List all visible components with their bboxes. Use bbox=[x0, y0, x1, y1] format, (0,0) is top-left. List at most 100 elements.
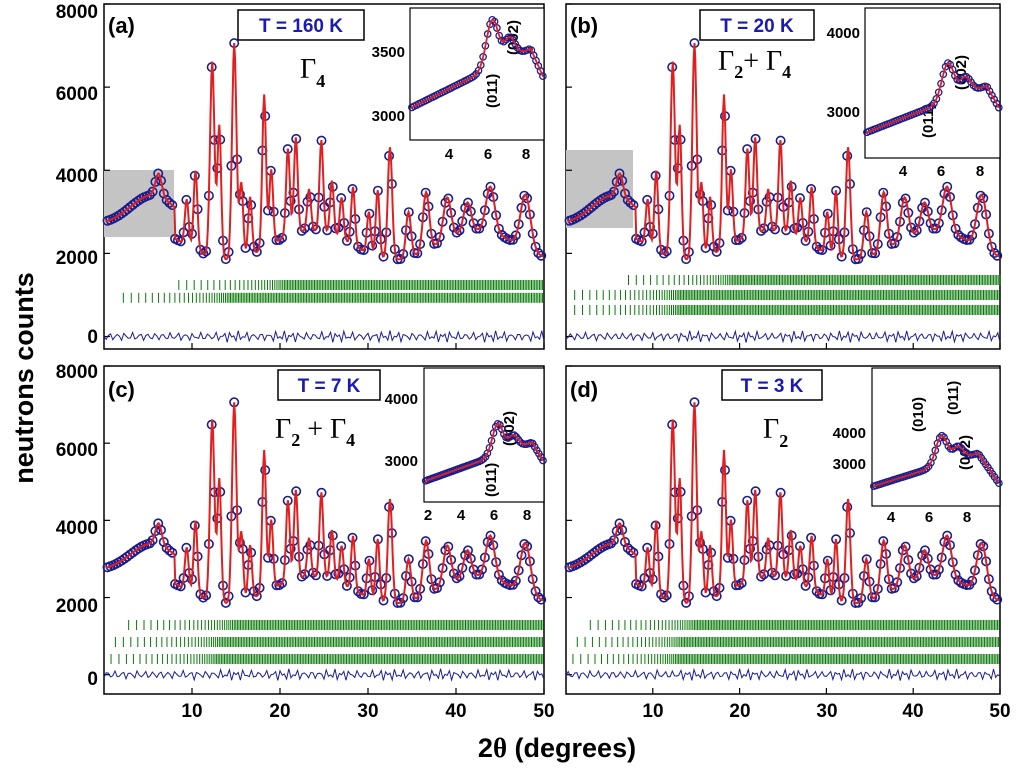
inset-xtick-label: 6 bbox=[490, 507, 498, 524]
inset-xtick-label: 4 bbox=[445, 146, 454, 163]
observed-point bbox=[310, 224, 321, 235]
observed-point bbox=[296, 225, 307, 236]
inset-xtick-label: 4 bbox=[899, 163, 908, 180]
difference-line bbox=[103, 329, 545, 344]
panel-b-temperature: T = 20 K bbox=[720, 16, 794, 37]
inset-observed-point bbox=[499, 37, 508, 46]
inset-xtick-label: 6 bbox=[925, 509, 933, 526]
inset-ytick-label: 3000 bbox=[833, 456, 866, 473]
calculated-line bbox=[105, 402, 544, 605]
observed-point bbox=[451, 573, 462, 584]
panel-plot-d bbox=[564, 365, 1003, 694]
observed-point bbox=[817, 589, 828, 600]
observed-point bbox=[274, 235, 285, 246]
observed-point bbox=[908, 573, 919, 584]
observed-point bbox=[950, 223, 961, 234]
observed-point bbox=[733, 580, 744, 591]
panel-c-frame bbox=[103, 365, 545, 695]
ytick-label: 0 bbox=[87, 327, 98, 348]
observed-point bbox=[975, 538, 986, 549]
ytick-label: 2000 bbox=[56, 596, 98, 617]
observed-point bbox=[533, 592, 544, 603]
inset-observed-point bbox=[938, 431, 946, 440]
observed-point bbox=[443, 193, 454, 204]
observed-point bbox=[378, 595, 389, 606]
observed-point bbox=[636, 236, 647, 247]
observed-point bbox=[485, 181, 496, 192]
observed-point bbox=[836, 251, 847, 262]
inset-observed-point bbox=[931, 446, 940, 455]
observed-point bbox=[942, 530, 953, 541]
observed-point bbox=[533, 248, 544, 259]
inset-observed-point bbox=[470, 72, 478, 80]
observed-point bbox=[167, 200, 178, 211]
observed-point bbox=[919, 197, 930, 208]
ytick-label: 8000 bbox=[56, 362, 98, 383]
observed-point bbox=[628, 200, 639, 211]
observed-point bbox=[628, 547, 639, 558]
observed-point bbox=[608, 186, 619, 197]
observed-point bbox=[769, 224, 780, 235]
observed-point bbox=[476, 564, 487, 575]
inset-annotation: (011) bbox=[945, 381, 962, 415]
inset-xtick-label: 4 bbox=[457, 507, 466, 524]
zoom-region bbox=[104, 170, 174, 237]
inset-observed-point bbox=[493, 24, 501, 32]
observed-point bbox=[950, 569, 961, 580]
ytick-label: 8000 bbox=[56, 2, 98, 23]
observed-point bbox=[711, 246, 722, 257]
calculated-line bbox=[567, 43, 1000, 261]
panel-b-temp-box bbox=[699, 9, 815, 41]
inset-observed-point bbox=[992, 99, 1001, 108]
observed-point bbox=[967, 230, 978, 241]
observed-point bbox=[967, 575, 978, 586]
observed-point bbox=[175, 581, 186, 592]
inset-ytick-label: 4000 bbox=[827, 25, 860, 42]
ytick-label: 0 bbox=[87, 669, 98, 690]
inset-observed-point bbox=[994, 103, 1003, 112]
observed-point bbox=[277, 578, 288, 589]
panel-c-temp-box bbox=[277, 369, 381, 401]
inset-observed-point bbox=[929, 453, 937, 462]
xtick-label: 50 bbox=[989, 701, 1010, 722]
panel-a-irrep: Γ4 bbox=[300, 54, 325, 91]
observed-point bbox=[476, 218, 487, 229]
observed-point bbox=[800, 235, 811, 246]
observed-point bbox=[147, 535, 158, 546]
observed-point bbox=[931, 569, 942, 580]
observed-point bbox=[608, 535, 619, 546]
observed-point bbox=[485, 530, 496, 541]
inset-ytick-label: 3000 bbox=[372, 108, 405, 125]
observed-point bbox=[493, 569, 504, 580]
inset-calculated-line bbox=[424, 422, 544, 482]
inset-ytick-label: 3000 bbox=[385, 453, 418, 470]
observed-point bbox=[519, 190, 530, 201]
y-axis-label: neutrons counts bbox=[9, 272, 39, 484]
observed-point bbox=[817, 245, 828, 256]
observed-point bbox=[443, 541, 454, 552]
panel-plot-b bbox=[564, 3, 1003, 349]
observed-point bbox=[164, 545, 175, 556]
inset-annotation: (011) bbox=[484, 74, 501, 108]
observed-point bbox=[736, 232, 747, 243]
observed-point bbox=[975, 190, 986, 201]
observed-point bbox=[658, 592, 669, 603]
observed-point bbox=[412, 248, 423, 259]
panel-c-label: (c) bbox=[108, 377, 135, 402]
ytick-label: 6000 bbox=[56, 440, 98, 461]
inset-observed-point bbox=[479, 455, 488, 463]
ytick-label: 6000 bbox=[56, 84, 98, 105]
inset-calculated-line bbox=[872, 434, 999, 488]
observed-point bbox=[622, 195, 633, 206]
inset-calculated-line bbox=[410, 18, 544, 109]
inset-observed-point bbox=[942, 437, 951, 446]
observed-point bbox=[756, 571, 767, 582]
observed-point bbox=[510, 230, 521, 241]
panel-b-irrep: Γ2+ Γ4 bbox=[718, 46, 791, 82]
observed-point bbox=[175, 236, 186, 247]
inset-observed-point bbox=[511, 40, 520, 48]
ytick-label: 2000 bbox=[56, 248, 98, 269]
panel-d-label: (d) bbox=[570, 377, 598, 402]
observed-point bbox=[933, 564, 944, 575]
